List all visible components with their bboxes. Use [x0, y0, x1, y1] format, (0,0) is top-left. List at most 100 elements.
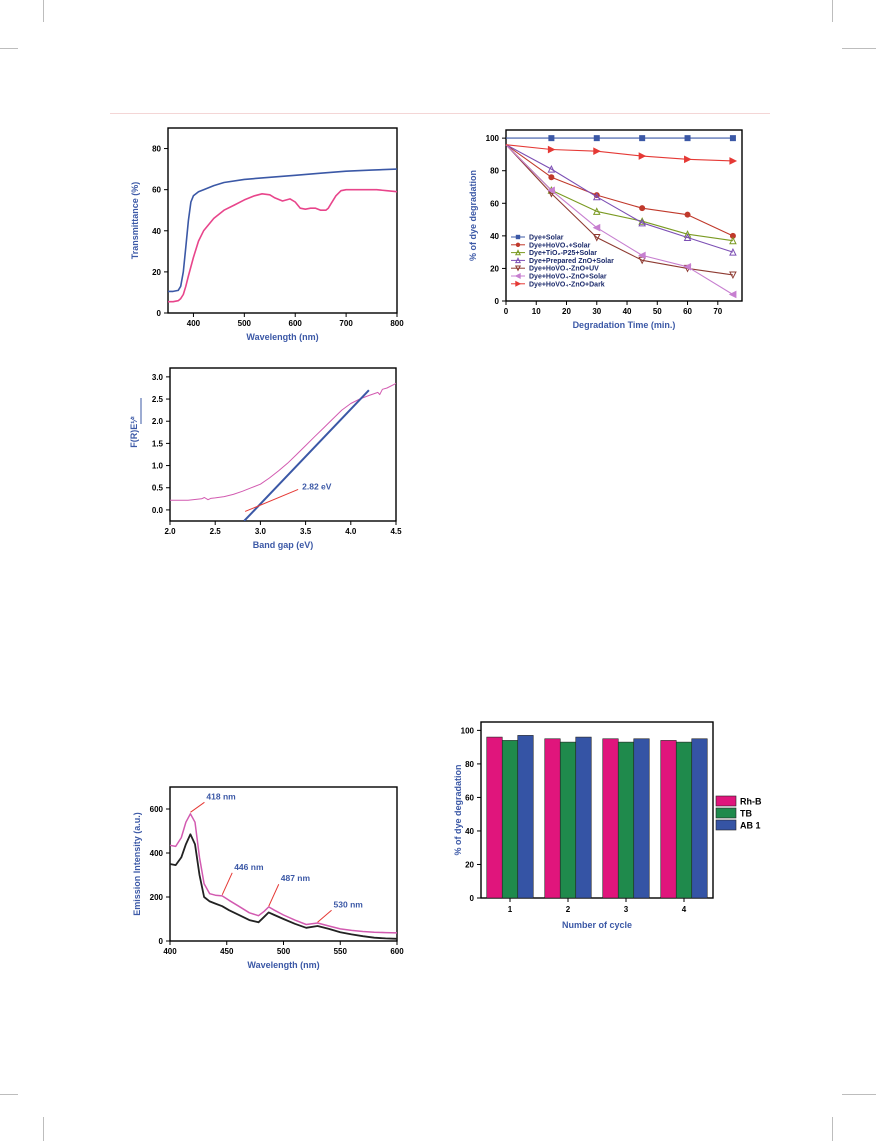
data-point [683, 233, 692, 241]
x-tick-label: 3 [624, 905, 629, 914]
data-point [515, 234, 521, 240]
data-point [684, 135, 691, 142]
y-tick-label: 200 [150, 893, 164, 902]
data-point [514, 249, 522, 256]
annotation-arrow [244, 488, 299, 512]
plot-frame [167, 127, 398, 314]
data-point [592, 223, 601, 232]
x-tick-label: 4.0 [345, 527, 357, 536]
annotation-arrow [268, 884, 280, 907]
data-point [729, 248, 737, 256]
data-point [638, 152, 647, 160]
x-tick-label: 3.5 [300, 527, 312, 536]
data-point [638, 217, 646, 225]
y-tick-label: 20 [152, 268, 161, 277]
x-tick-label: 550 [334, 947, 348, 956]
x-tick-label: 2.5 [210, 527, 222, 536]
legend-swatch [715, 807, 737, 819]
legend-label: Dye+HoVO₄-ZnO+UV [529, 266, 599, 273]
bar [575, 736, 592, 899]
y-axis-label: % of dye degradation [453, 764, 463, 855]
legend-label: Dye+HoVO₄-ZnO+Dark [529, 281, 605, 288]
y-tick-label: 600 [150, 805, 164, 814]
x-tick-label: 70 [713, 307, 722, 316]
y-tick-label: 20 [490, 264, 499, 273]
plot-frame [480, 721, 714, 899]
y-tick-label: 0.5 [152, 484, 164, 493]
y-tick-label: 80 [490, 167, 499, 176]
x-tick-label: 50 [653, 307, 662, 316]
legend-label: Dye+Prepared ZnO+Solar [529, 258, 614, 265]
y-tick-label: 60 [152, 186, 161, 195]
annotation-arrow [221, 872, 233, 896]
annotation-arrow [317, 909, 332, 923]
data-point [593, 147, 601, 155]
data-point [593, 135, 600, 142]
plot-frame [169, 786, 398, 942]
y-tick-label: 40 [465, 827, 474, 836]
plot-frame [505, 129, 743, 302]
data-point [639, 135, 646, 142]
x-axis-label: Number of cycle [562, 920, 632, 930]
y-tick-label: 0 [159, 937, 164, 946]
x-tick-label: 800 [390, 319, 404, 328]
crop-mark [832, 1117, 833, 1141]
y-tick-label: 0 [495, 297, 500, 306]
x-axis-label: Degradation Time (min.) [573, 320, 676, 330]
data-point [728, 290, 737, 299]
y-tick-label: 400 [150, 849, 164, 858]
chart-degradation-time: 0 10 20 30 40 50 60 70 0 20 40 60 80 100 Degradation T… [468, 129, 743, 330]
bar [617, 741, 635, 899]
y-tick-label: 1.0 [152, 462, 164, 471]
series-line-3 [505, 144, 734, 253]
x-tick-label: 500 [277, 947, 291, 956]
y-axis-label: F(R)E¹⁄² [129, 416, 139, 448]
series-line-1 [243, 389, 370, 521]
data-point [592, 192, 601, 201]
x-tick-label: 30 [592, 307, 601, 316]
chart-band-gap: 2.0 2.5 3.0 3.5 4.0 4.5 0.0 0.5 1.0 1.5 2.0 2.5 3.0 B… [129, 367, 402, 550]
chart-transmittance: 400 500 600 700 800 0 20 40 60 80 Wavelength (nm) T… [130, 127, 404, 342]
bar [486, 736, 503, 899]
legend-label: Dye+HoVO₄-ZnO+Solar [529, 274, 607, 281]
data-point [515, 280, 522, 287]
legend-label: TB [740, 809, 752, 819]
data-point [514, 257, 522, 264]
data-point [729, 271, 737, 280]
y-tick-label: 60 [465, 793, 474, 802]
data-point [592, 207, 601, 215]
y-tick-label: 100 [486, 134, 500, 143]
bar [501, 740, 519, 899]
data-point [638, 251, 646, 260]
bar [602, 738, 619, 899]
data-point [514, 272, 521, 280]
data-point [515, 242, 521, 247]
x-tick-label: 4 [682, 905, 687, 914]
x-tick-label: 400 [163, 947, 177, 956]
y-tick-label: 0.0 [152, 506, 164, 515]
bar [633, 738, 650, 899]
chart-emission: 400 450 500 550 600 0 200 400 600 Wavelength (nm)… [132, 786, 404, 970]
series-line-6 [505, 144, 733, 162]
plot-area [170, 383, 396, 521]
x-tick-label: 2 [566, 905, 571, 914]
x-axis-label: Wavelength (nm) [247, 960, 319, 970]
x-tick-label: 600 [390, 947, 404, 956]
legend-swatch [715, 819, 737, 831]
data-point [729, 236, 737, 245]
crop-mark [842, 1094, 876, 1095]
legend-swatch [715, 795, 737, 807]
x-tick-label: 20 [562, 307, 571, 316]
x-tick-label: 60 [683, 307, 692, 316]
y-tick-label: 80 [465, 760, 474, 769]
x-axis-label: Wavelength (nm) [246, 332, 318, 342]
chart-cycles: 0 20 40 60 80 100 1 2 3 4 Number of cycle % of dye … [453, 721, 762, 930]
data-point [547, 145, 556, 154]
x-tick-label: 400 [187, 319, 201, 328]
data-point [729, 157, 738, 165]
bar [559, 741, 577, 899]
series-line-5 [505, 144, 734, 295]
annotation-label: 2.82 eV [302, 481, 332, 491]
data-point [548, 135, 555, 142]
